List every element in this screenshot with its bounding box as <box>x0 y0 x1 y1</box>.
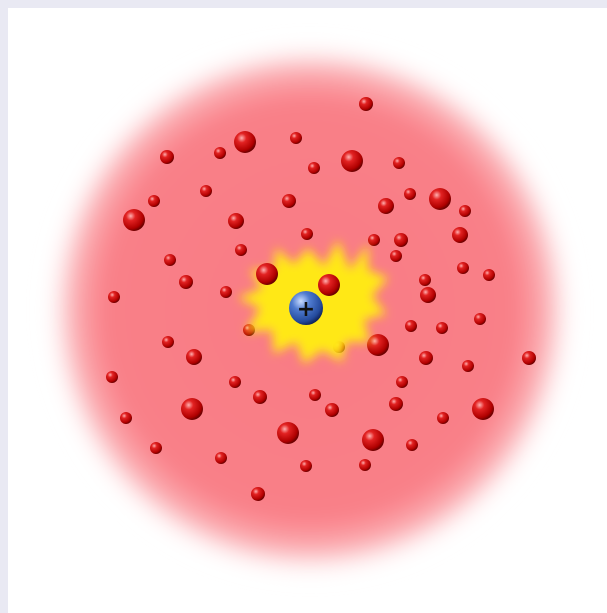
electron-3 <box>234 131 256 153</box>
electron-1 <box>359 97 373 111</box>
electron-60 <box>359 459 371 471</box>
electron-2 <box>290 132 302 144</box>
electron-5 <box>160 150 174 164</box>
atom-diagram: + <box>45 42 575 578</box>
electron-50 <box>181 398 203 420</box>
electron-47 <box>309 389 321 401</box>
electron-49 <box>389 397 403 411</box>
electron-48 <box>325 403 339 417</box>
electron-34 <box>436 322 448 334</box>
electron-56 <box>406 439 418 451</box>
electron-7 <box>308 162 320 174</box>
nucleus-charge-label: + <box>297 297 315 322</box>
electron-11 <box>378 198 394 214</box>
electron-55 <box>362 429 384 451</box>
electron-30 <box>108 291 120 303</box>
electron-group <box>106 97 536 501</box>
electron-32 <box>474 313 486 325</box>
electron-61 <box>251 487 265 501</box>
electron-8 <box>393 157 405 169</box>
electron-26 <box>419 274 431 286</box>
electron-25 <box>390 250 402 262</box>
electron-59 <box>300 460 312 472</box>
electron-39 <box>186 349 202 365</box>
electron-42 <box>522 351 536 365</box>
electron-40 <box>419 351 433 365</box>
electron-19 <box>394 233 408 247</box>
electron-33 <box>405 320 417 332</box>
electron-13 <box>429 188 451 210</box>
electron-6 <box>341 150 363 172</box>
electron-4 <box>214 147 226 159</box>
electron-28 <box>483 269 495 281</box>
electron-15 <box>148 195 160 207</box>
electron-18 <box>452 227 468 243</box>
electron-22 <box>235 244 247 256</box>
electron-37 <box>367 334 389 356</box>
electron-21 <box>301 228 313 240</box>
electron-58 <box>215 452 227 464</box>
electron-27 <box>457 262 469 274</box>
electron-14 <box>459 205 471 217</box>
electron-53 <box>437 412 449 424</box>
electron-24 <box>179 275 193 289</box>
electron-10 <box>282 194 296 208</box>
electron-45 <box>253 390 267 404</box>
electron-57 <box>150 442 162 454</box>
electron-52 <box>120 412 132 424</box>
electron-41 <box>462 360 474 372</box>
nucleus-sphere <box>289 291 323 325</box>
electron-9 <box>200 185 212 197</box>
electron-23 <box>164 254 176 266</box>
electron-44 <box>229 376 241 388</box>
electron-12 <box>404 188 416 200</box>
electron-36 <box>162 336 174 348</box>
electron-20 <box>368 234 380 246</box>
electron-54 <box>277 422 299 444</box>
nucleus: + <box>289 291 323 325</box>
electron-46 <box>396 376 408 388</box>
electron-16 <box>123 209 145 231</box>
electron-17 <box>228 213 244 229</box>
diagram-canvas: + <box>8 8 607 613</box>
electron-51 <box>472 398 494 420</box>
electron-31 <box>220 286 232 298</box>
electron-29 <box>420 287 436 303</box>
inner-electron-2 <box>318 274 340 296</box>
inner-electron-group <box>256 263 340 296</box>
electron-43 <box>106 371 118 383</box>
inner-electron-1 <box>256 263 278 285</box>
